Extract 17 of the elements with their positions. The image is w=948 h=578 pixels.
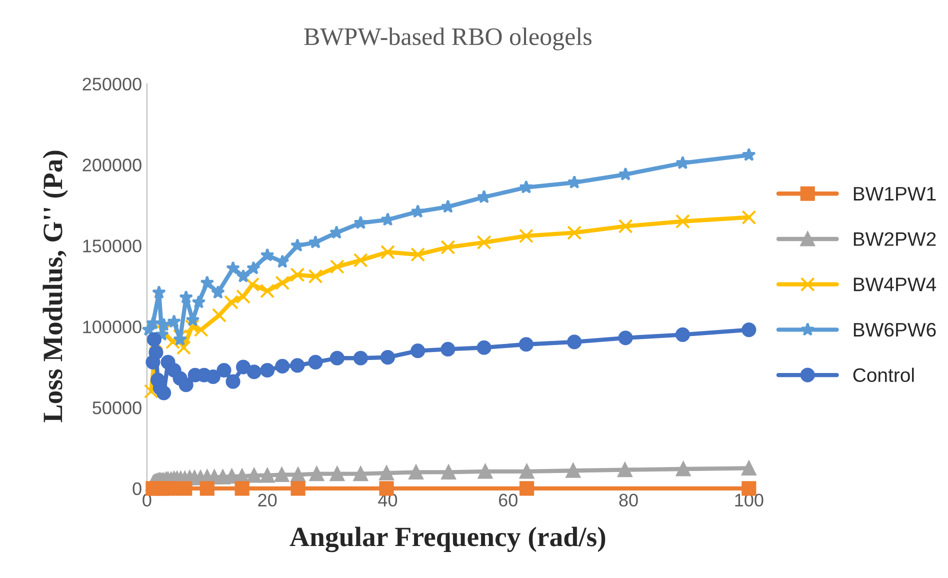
y-axis-title: Loss Modulus, G'' (Pa) [42, 150, 68, 422]
legend-label: BW6PW6 [854, 322, 936, 337]
y-tick-label: 0 [132, 482, 142, 496]
x-tick-label: 20 [258, 494, 277, 507]
legend-label: BW1PW1 [854, 187, 936, 200]
legend-label: BW2PW2 [854, 232, 936, 246]
chart-title: BWPW-based RBO oleogels [304, 28, 592, 50]
y-tick-label: 150000 [83, 240, 142, 252]
x-axis-title: Angular Frequency (rad/s) [290, 526, 606, 552]
y-tick-label: 250000 [82, 78, 142, 91]
y-tick-label: 50000 [92, 401, 142, 414]
x-tick-label: 60 [499, 494, 518, 507]
legend-label: Control [853, 368, 914, 382]
x-tick-label: 80 [619, 494, 638, 507]
y-tick-label: 100000 [83, 320, 142, 334]
y-tick-label: 200000 [82, 158, 142, 172]
legend-label: BW4PW4 [854, 278, 936, 292]
